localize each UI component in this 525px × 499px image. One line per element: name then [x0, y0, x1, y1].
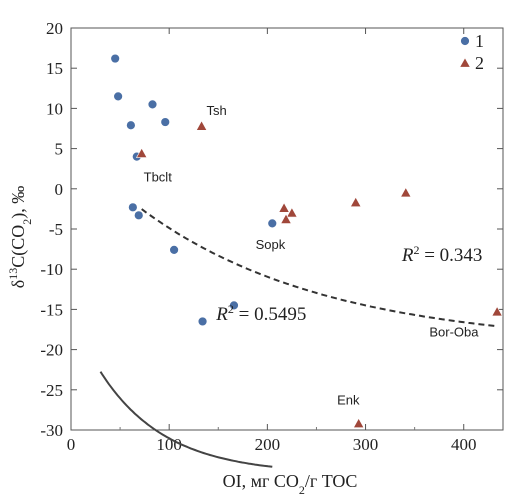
y-tick-label: -5 — [49, 220, 63, 239]
legend-label-1: 1 — [475, 31, 484, 51]
y-tick-label: -25 — [40, 381, 63, 400]
point-label: Sopk — [256, 237, 286, 252]
point-label: Enk — [337, 392, 360, 407]
data-point-series-1 — [127, 202, 138, 213]
x-tick-label: 400 — [451, 435, 477, 454]
data-point-series-1 — [229, 300, 239, 311]
point-labels: Tsh Tbclt Sopk Bor-Oba Enk R2 = 0.5495 R2 = 0.… — [144, 103, 483, 407]
data-point-series-1 — [125, 120, 136, 131]
y-axis-title: δ13C(CO2), ‰ — [6, 186, 34, 289]
y-tick-label: -30 — [40, 421, 63, 440]
data-point-series-2 — [278, 202, 290, 213]
axis-ticks: 0 100 200 300 400 -30 -25 -20 -15 -10 -5 0 5 10 15 20 — [40, 19, 503, 454]
legend-label-2: 2 — [475, 53, 484, 73]
y-tick-label: -10 — [40, 260, 63, 279]
r-squared-label: R2 = 0.343 — [401, 243, 483, 266]
data-point-series-1 — [133, 210, 144, 221]
data-point-series-1 — [267, 218, 278, 229]
data-point-series-2 — [491, 305, 503, 317]
point-label: Bor-Oba — [429, 325, 479, 340]
data-point-series-1 — [110, 53, 121, 64]
x-tick-label: 100 — [156, 435, 182, 454]
y-tick-label: 15 — [46, 59, 63, 78]
fit-curve-dashed — [141, 208, 496, 327]
data-point-series-2 — [400, 187, 412, 198]
r-squared-label: R2 = 0.5495 — [215, 302, 306, 325]
y-tick-label: 0 — [55, 180, 64, 199]
legend-marker-2 — [459, 57, 471, 68]
fit-curve-solid — [99, 371, 273, 468]
data-point-series-1 — [113, 91, 124, 102]
y-tick-label: 5 — [55, 140, 64, 159]
legend: 12 — [459, 31, 484, 73]
data-point-series-2 — [135, 147, 148, 158]
data-point-series-2 — [350, 196, 362, 207]
data-point-series-1 — [169, 245, 179, 255]
y-tick-label: 20 — [46, 19, 63, 38]
data-point-series-1 — [147, 99, 158, 110]
point-label: Tsh — [206, 103, 226, 118]
data-point-series-2 — [195, 120, 208, 131]
data-point-series-2 — [352, 417, 365, 429]
y-tick-label: -15 — [40, 300, 63, 319]
data-point-series-2 — [280, 213, 292, 224]
legend-marker-1 — [460, 36, 470, 46]
x-tick-label: 200 — [255, 435, 281, 454]
data-point-series-2 — [286, 207, 298, 218]
x-axis-title: OI, мг CO2/г TOC — [223, 471, 358, 497]
x-tick-label: 300 — [353, 435, 379, 454]
y-tick-label: 10 — [46, 99, 63, 118]
data-point-series-1 — [160, 117, 171, 127]
x-tick-label: 0 — [67, 435, 76, 454]
regression-curves — [99, 208, 496, 468]
data-point-series-1 — [197, 316, 208, 327]
point-label: Tbclt — [144, 170, 173, 185]
plot-frame — [70, 27, 504, 431]
axes-frame — [70, 27, 504, 431]
y-tick-label: -20 — [40, 341, 63, 360]
data-points — [110, 53, 503, 429]
